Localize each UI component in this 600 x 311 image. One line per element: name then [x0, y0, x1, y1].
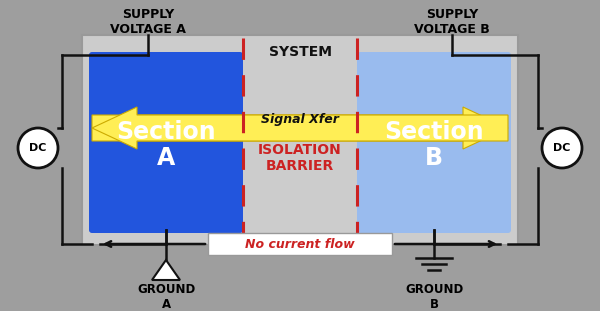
- Text: Section
B: Section B: [384, 120, 484, 170]
- FancyArrow shape: [92, 107, 508, 149]
- Circle shape: [18, 128, 58, 168]
- FancyBboxPatch shape: [208, 233, 392, 255]
- Text: No current flow: No current flow: [245, 238, 355, 250]
- Text: Signal Xfer: Signal Xfer: [261, 114, 339, 127]
- Text: SYSTEM: SYSTEM: [269, 45, 331, 59]
- Polygon shape: [152, 260, 180, 280]
- FancyArrow shape: [92, 107, 508, 149]
- Circle shape: [542, 128, 582, 168]
- Text: GROUND
B: GROUND B: [405, 283, 463, 311]
- FancyBboxPatch shape: [82, 35, 518, 245]
- Text: Section
A: Section A: [116, 120, 216, 170]
- FancyBboxPatch shape: [89, 52, 243, 233]
- Text: SUPPLY
VOLTAGE A: SUPPLY VOLTAGE A: [110, 8, 186, 36]
- Text: DC: DC: [553, 143, 571, 153]
- Text: DC: DC: [29, 143, 47, 153]
- FancyBboxPatch shape: [357, 52, 511, 233]
- Text: ISOLATION
BARRIER: ISOLATION BARRIER: [258, 143, 342, 173]
- Text: SUPPLY
VOLTAGE B: SUPPLY VOLTAGE B: [414, 8, 490, 36]
- Text: GROUND
A: GROUND A: [137, 283, 195, 311]
